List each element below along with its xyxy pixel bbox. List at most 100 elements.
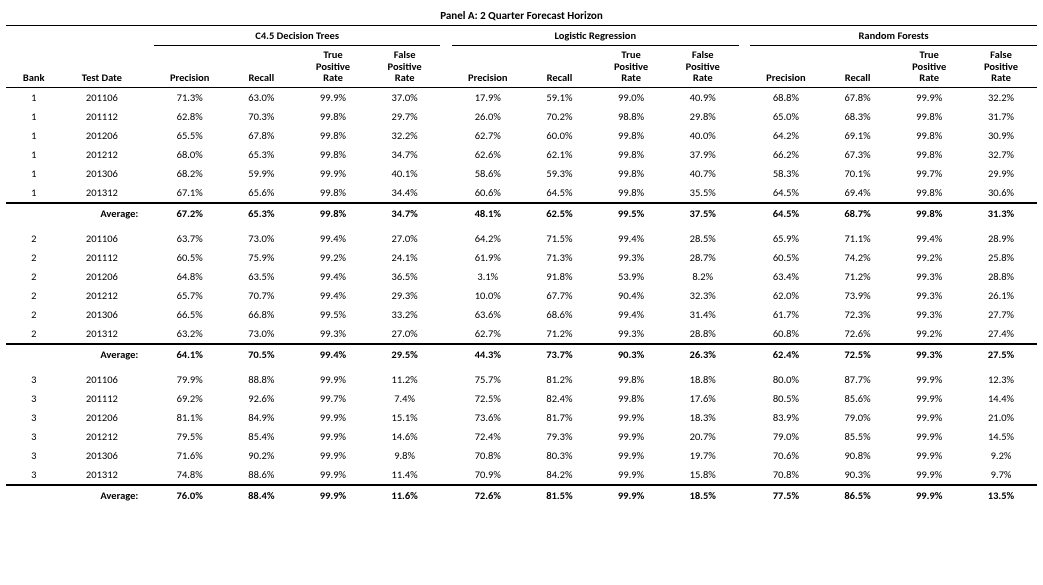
value-cell: 79.5% [154, 427, 226, 446]
avg-value-cell: 37.5% [667, 203, 739, 223]
value-cell: 99.4% [297, 229, 369, 248]
date-cell: 201212 [61, 286, 142, 305]
date-cell: 201206 [61, 408, 142, 427]
value-cell: 35.5% [667, 183, 739, 203]
value-cell: 60.5% [750, 248, 822, 267]
value-cell: 98.8% [595, 107, 667, 126]
value-cell: 74.8% [154, 465, 226, 485]
value-cell: 14.4% [965, 389, 1037, 408]
value-cell: 65.3% [226, 145, 298, 164]
metric-header: Recall [822, 46, 894, 88]
avg-value-cell: 72.5% [822, 344, 894, 364]
date-cell: 201106 [61, 87, 142, 107]
value-cell: 99.3% [595, 248, 667, 267]
value-cell: 99.8% [595, 126, 667, 145]
value-cell: 99.9% [893, 446, 965, 465]
value-cell: 31.4% [667, 305, 739, 324]
value-cell: 69.2% [154, 389, 226, 408]
value-cell: 70.3% [226, 107, 298, 126]
value-cell: 64.5% [524, 183, 596, 203]
value-cell: 70.7% [226, 286, 298, 305]
gap-cell [440, 286, 452, 305]
avg-value-cell: 18.5% [667, 485, 739, 505]
date-cell: 201306 [61, 164, 142, 183]
table-row: 320120681.1%84.9%99.9%15.1%73.6%81.7%99.… [6, 408, 1037, 427]
value-cell: 99.9% [893, 370, 965, 389]
value-cell: 99.8% [893, 145, 965, 164]
table-body: 120110671.3%63.0%99.9%37.0%17.9%59.1%99.… [6, 87, 1037, 505]
table-row: 220131263.2%73.0%99.3%27.0%62.7%71.2%99.… [6, 324, 1037, 344]
value-cell: 99.2% [893, 324, 965, 344]
avg-value-cell: 72.6% [452, 485, 524, 505]
date-cell: 201206 [61, 267, 142, 286]
value-cell: 64.5% [750, 183, 822, 203]
value-cell: 73.0% [226, 324, 298, 344]
value-cell: 17.6% [667, 389, 739, 408]
value-cell: 15.1% [369, 408, 441, 427]
metric-header-row: PrecisionRecallTruePositiveRateFalsePosi… [6, 46, 1037, 88]
metric-header: TruePositiveRate [297, 46, 369, 88]
table-row: 220110663.7%73.0%99.4%27.0%64.2%71.5%99.… [6, 229, 1037, 248]
metric-header: Recall [524, 46, 596, 88]
value-cell: 32.3% [667, 286, 739, 305]
value-cell: 60.6% [452, 183, 524, 203]
value-cell: 63.7% [154, 229, 226, 248]
value-cell: 99.9% [893, 465, 965, 485]
date-cell: 201312 [61, 465, 142, 485]
value-cell: 70.8% [452, 446, 524, 465]
avg-value-cell: 99.3% [893, 344, 965, 364]
value-cell: 25.8% [965, 248, 1037, 267]
gap-cell [440, 164, 452, 183]
value-cell: 79.0% [822, 408, 894, 427]
value-cell: 65.0% [750, 107, 822, 126]
value-cell: 99.3% [893, 267, 965, 286]
value-cell: 80.0% [750, 370, 822, 389]
gap-cell [440, 126, 452, 145]
avg-value-cell: 99.9% [297, 485, 369, 505]
value-cell: 99.5% [297, 305, 369, 324]
avg-value-cell: 73.7% [524, 344, 596, 364]
value-cell: 68.2% [154, 164, 226, 183]
value-cell: 80.5% [750, 389, 822, 408]
value-cell: 71.6% [154, 446, 226, 465]
value-cell: 69.4% [822, 183, 894, 203]
metric-header: Precision [750, 46, 822, 88]
value-cell: 60.0% [524, 126, 596, 145]
value-cell: 81.1% [154, 408, 226, 427]
value-cell: 59.3% [524, 164, 596, 183]
gap-cell [739, 324, 751, 344]
value-cell: 58.6% [452, 164, 524, 183]
gap-cell [142, 229, 154, 248]
table-row: 120130668.2%59.9%99.9%40.1%58.6%59.3%99.… [6, 164, 1037, 183]
value-cell: 62.7% [452, 324, 524, 344]
gap-cell [142, 485, 154, 505]
value-cell: 33.2% [369, 305, 441, 324]
value-cell: 28.7% [667, 248, 739, 267]
metric-header: TruePositiveRate [595, 46, 667, 88]
gap-cell [739, 465, 751, 485]
metric-header: TruePositiveRate [893, 46, 965, 88]
value-cell: 75.9% [226, 248, 298, 267]
gap-cell [142, 286, 154, 305]
value-cell: 61.7% [750, 305, 822, 324]
metric-header: FalsePositiveRate [369, 46, 441, 88]
value-cell: 99.2% [893, 248, 965, 267]
value-cell: 29.8% [667, 107, 739, 126]
table-row: 120111262.8%70.3%99.8%29.7%26.0%70.2%98.… [6, 107, 1037, 126]
gap-cell [440, 389, 452, 408]
blank-cell [6, 344, 61, 364]
value-cell: 17.9% [452, 87, 524, 107]
gap-cell [739, 370, 751, 389]
gap-cell [440, 305, 452, 324]
value-cell: 61.9% [452, 248, 524, 267]
avg-value-cell: 27.5% [965, 344, 1037, 364]
value-cell: 29.9% [965, 164, 1037, 183]
bank-cell: 3 [6, 389, 61, 408]
value-cell: 62.7% [452, 126, 524, 145]
value-cell: 99.3% [297, 324, 369, 344]
avg-value-cell: 88.4% [226, 485, 298, 505]
value-cell: 19.7% [667, 446, 739, 465]
value-cell: 18.8% [667, 370, 739, 389]
value-cell: 72.5% [452, 389, 524, 408]
value-cell: 62.0% [750, 286, 822, 305]
